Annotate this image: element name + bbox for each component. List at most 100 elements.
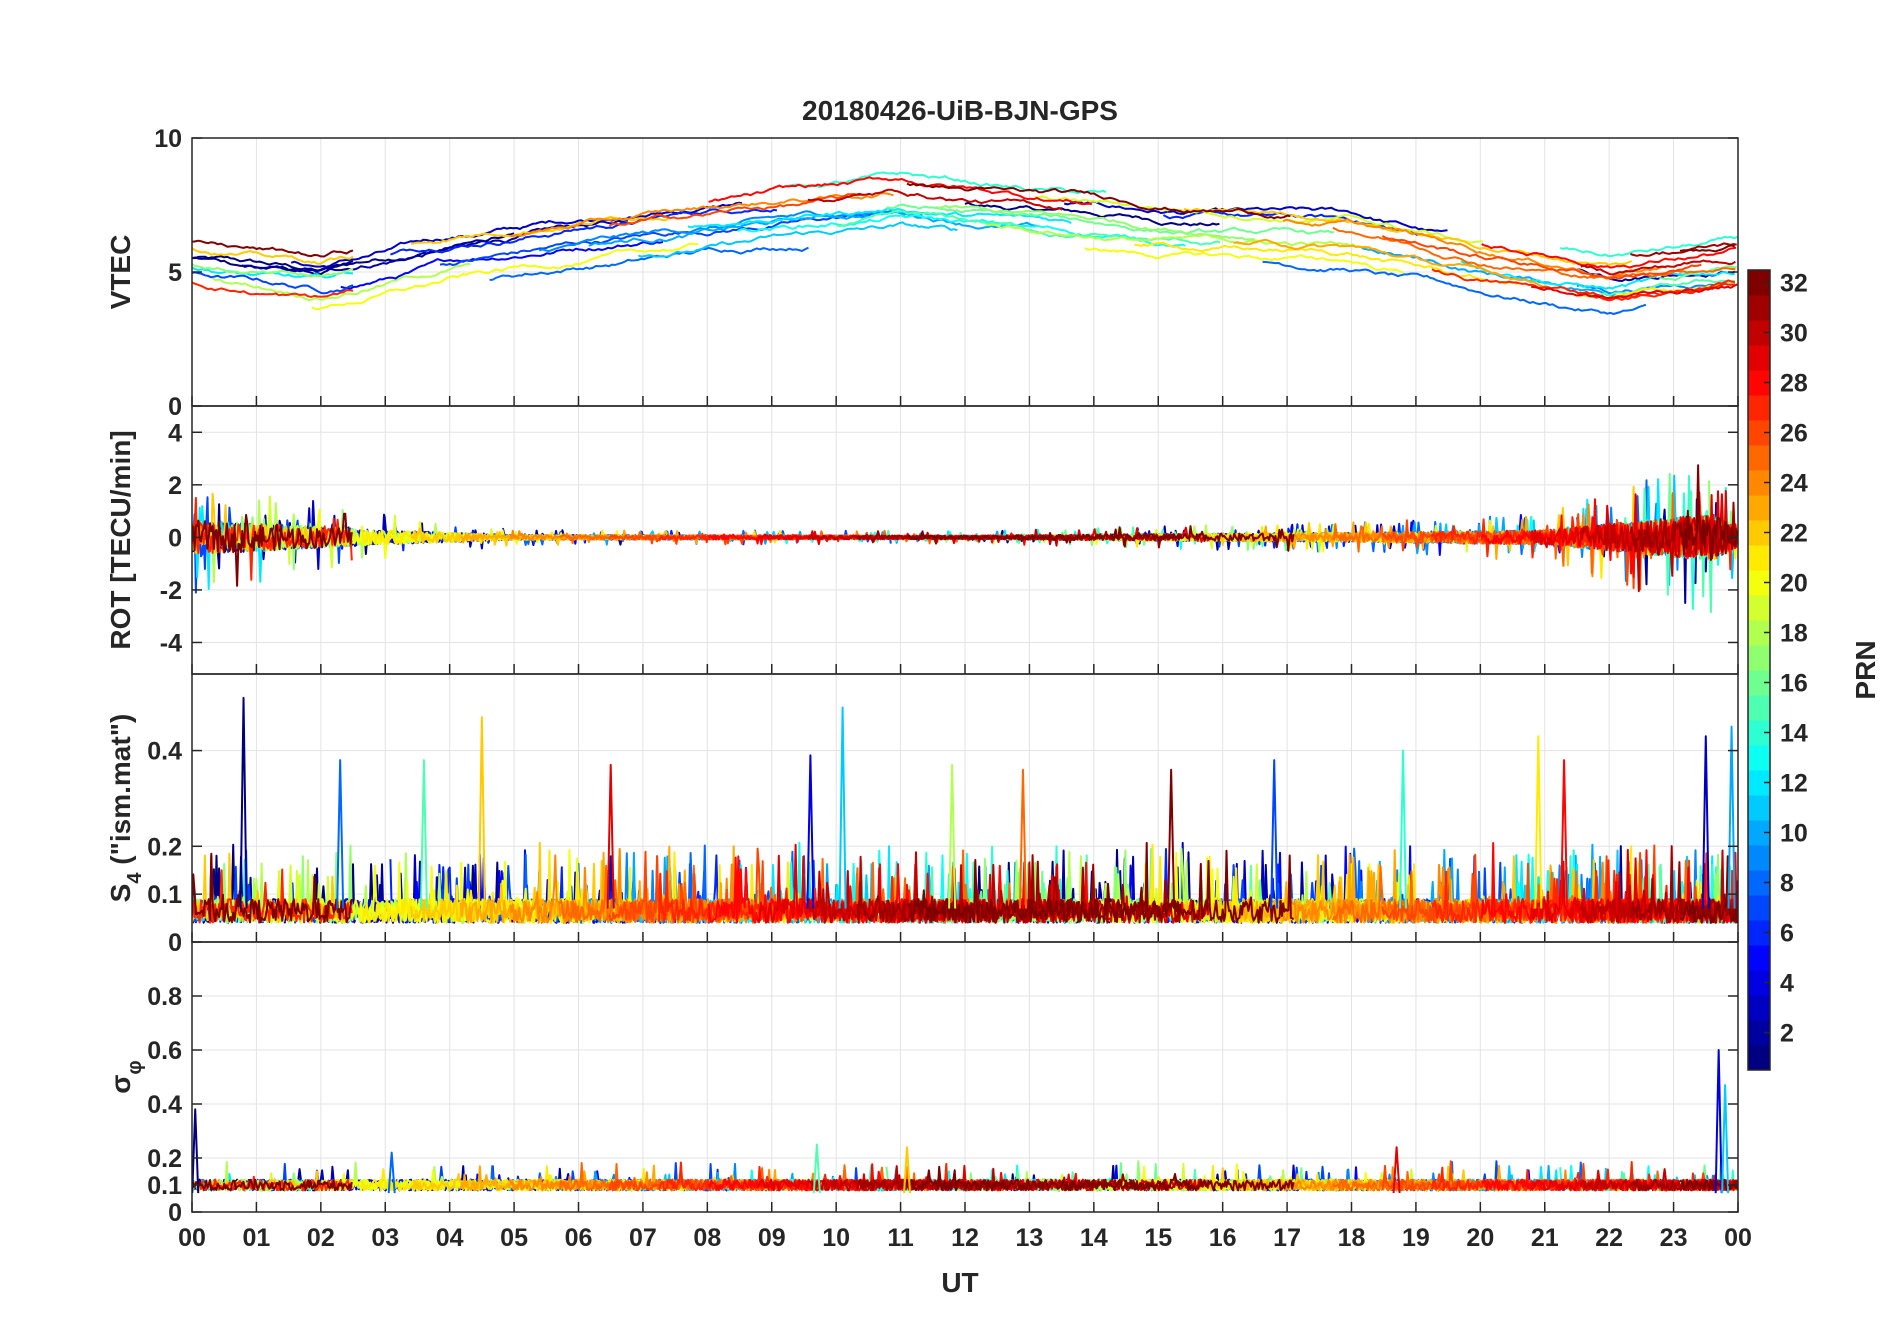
colorbar-segment <box>1748 495 1770 521</box>
series-line <box>906 841 1295 924</box>
x-tick-label: 08 <box>693 1224 721 1252</box>
spike-line <box>477 716 486 909</box>
series-group <box>192 171 1738 315</box>
spike-line <box>1714 1049 1723 1194</box>
series-line <box>489 246 809 281</box>
spike-line <box>1392 1146 1401 1194</box>
series-line <box>1381 235 1702 280</box>
x-tick-label: 09 <box>758 1224 786 1252</box>
x-tick-label: 17 <box>1273 1224 1301 1252</box>
spike-line <box>948 763 957 909</box>
colorbar-tick-label: 32 <box>1780 270 1808 298</box>
x-tick-label: 18 <box>1338 1224 1366 1252</box>
y-tick-label: 5 <box>168 259 182 287</box>
series-group <box>192 696 1738 924</box>
panel-2: -4 -2 0 2 4 ROT [TECU/min] <box>105 405 1739 675</box>
series-line <box>192 512 353 587</box>
colorbar-label: PRN <box>1850 640 1881 699</box>
colorbar-segment <box>1748 1045 1770 1071</box>
chart-title: 20180426-UiB-BJN-GPS <box>802 95 1118 126</box>
y-axis-label: VTEC <box>105 235 136 310</box>
colorbar-tick-label: 18 <box>1780 620 1808 648</box>
series-line <box>608 193 864 227</box>
colorbar-segment <box>1748 720 1770 746</box>
colorbar-tick-label: 16 <box>1780 670 1808 698</box>
x-tick-label: 00 <box>1724 1224 1752 1252</box>
spike-line <box>1534 735 1543 909</box>
series-line <box>1630 242 1737 257</box>
series-line <box>1332 226 1736 280</box>
colorbar-tick-label: 24 <box>1780 470 1808 498</box>
series-line <box>1460 260 1735 290</box>
colorbar-segment <box>1748 1020 1770 1046</box>
y-tick-label: 0 <box>168 1199 182 1227</box>
colorbar-segment <box>1748 570 1770 596</box>
colorbar-segment <box>1748 670 1770 696</box>
y-tick-label: 4 <box>168 419 182 447</box>
colorbar-tick-label: 22 <box>1780 520 1808 548</box>
colorbar-tick-label: 2 <box>1780 1020 1794 1048</box>
series-line <box>1233 238 1554 291</box>
x-tick-label: 10 <box>822 1224 850 1252</box>
spike-line <box>336 759 345 909</box>
colorbar-segment <box>1748 695 1770 721</box>
spike-line <box>903 1146 912 1194</box>
series-line <box>212 262 471 302</box>
colorbar-segment <box>1748 270 1770 296</box>
x-tick-labels: 00 01 02 03 04 05 06 07 08 09 10 11 12 13 14 15 16 17 18 19… <box>178 1224 1752 1252</box>
x-tick-label: 00 <box>178 1224 206 1252</box>
colorbar-segment <box>1748 895 1770 921</box>
grid <box>191 137 1739 407</box>
colorbar-tick-label: 26 <box>1780 420 1808 448</box>
series-line <box>1679 244 1736 253</box>
series-line <box>340 241 664 290</box>
y-tick-label: 0.8 <box>147 983 182 1011</box>
series-line <box>786 171 1107 195</box>
colorbar-segment <box>1748 845 1770 871</box>
x-tick-label: 02 <box>307 1224 335 1252</box>
y-axis-label: ROT [TECU/min] <box>105 430 136 649</box>
x-tick-label: 21 <box>1531 1224 1559 1252</box>
y-tick-label: 0.4 <box>147 738 182 766</box>
series-line <box>886 203 1335 235</box>
x-tick-label: 01 <box>243 1224 271 1252</box>
series-group <box>192 1049 1738 1194</box>
x-tick-label: 15 <box>1144 1224 1172 1252</box>
spike-line <box>419 759 428 909</box>
colorbar-tick-label: 4 <box>1780 970 1794 998</box>
series-line <box>1063 200 1448 233</box>
colorbar-segment <box>1748 520 1770 546</box>
series-line <box>985 223 1370 250</box>
y-tick-label: 0 <box>168 524 182 552</box>
spike-line <box>239 696 248 909</box>
colorbar-segment <box>1748 420 1770 446</box>
series-line <box>1084 247 1404 274</box>
series-group <box>192 464 1738 614</box>
series-line <box>1531 283 1738 300</box>
spike-line <box>1560 759 1569 909</box>
series-line <box>192 263 354 278</box>
colorbar-tick-label: 8 <box>1780 870 1794 898</box>
spike-line <box>1167 768 1176 909</box>
series-line <box>906 1165 1295 1192</box>
series-line <box>708 176 1093 206</box>
y-tick-label: 0 <box>168 929 182 957</box>
y-axis-label: S4 ("ism.mat") <box>105 714 146 903</box>
colorbar-segment <box>1748 370 1770 396</box>
colorbar-segment <box>1748 795 1770 821</box>
spike-line <box>806 754 815 909</box>
panel-1: 0 5 10 VTEC <box>105 125 1739 421</box>
y-tick-label: -4 <box>160 629 182 657</box>
x-tick-label: 13 <box>1016 1224 1044 1252</box>
y-tick-label: 10 <box>154 125 182 153</box>
y-tick-label: 0.2 <box>147 833 182 861</box>
spike-line <box>1270 759 1279 909</box>
series-line <box>1629 501 1738 557</box>
series-line <box>192 1178 353 1192</box>
spike-line <box>1721 1084 1730 1194</box>
spike-line <box>606 763 615 909</box>
x-tick-label: 19 <box>1402 1224 1430 1252</box>
colorbar-segment <box>1748 345 1770 371</box>
